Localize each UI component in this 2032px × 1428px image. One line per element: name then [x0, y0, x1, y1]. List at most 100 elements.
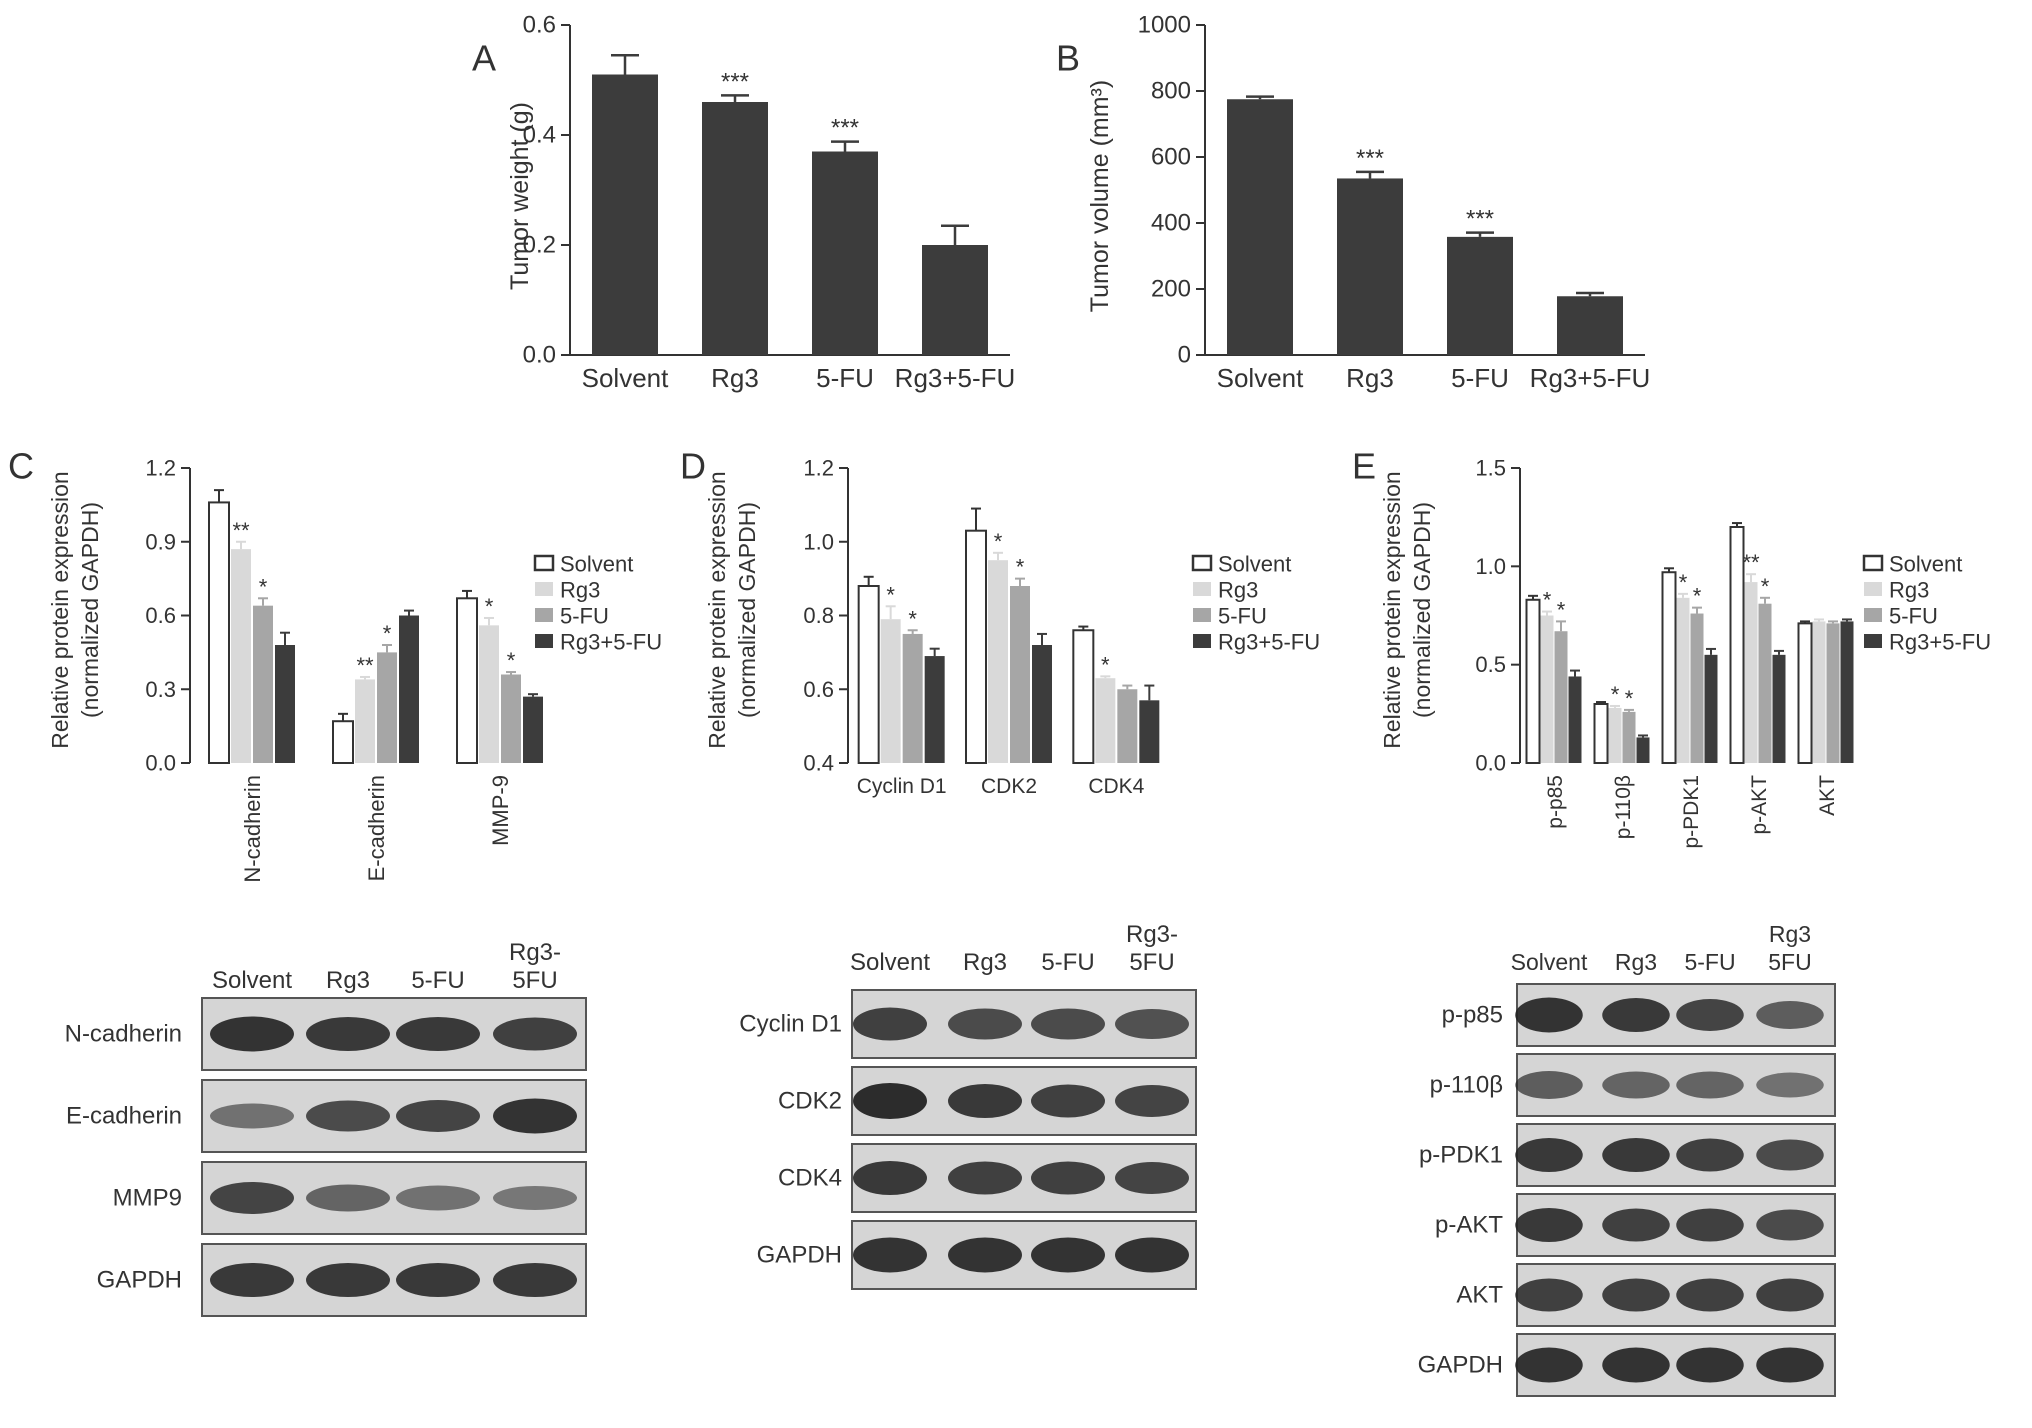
legend-label: 5-FU: [560, 604, 609, 629]
bar: [922, 245, 988, 355]
bar: [1557, 296, 1623, 355]
y-tick-label: 0: [1178, 342, 1191, 369]
bar: [965, 529, 987, 764]
bar: [592, 74, 658, 355]
legend-label: Solvent: [1889, 552, 1962, 577]
blot-band: [1515, 997, 1583, 1033]
bar: [902, 633, 923, 763]
bar: [1622, 711, 1636, 763]
bar: [1072, 629, 1095, 764]
x-tick-label: p-PDK1: [1680, 775, 1703, 849]
x-tick-label: Rg3+5-FU: [1530, 363, 1651, 393]
bar: [1447, 236, 1513, 355]
lane-label: 5-FU: [411, 967, 464, 994]
legend-swatch: [1862, 554, 1884, 572]
blot-panel-E: Solvent Rg3 5-FURg35FUp-p85p-110βp-PDK1p-A…: [1418, 921, 1836, 1397]
y-tick-label: 1.0: [1475, 554, 1506, 579]
bar: [275, 645, 295, 763]
bar: [1095, 678, 1116, 763]
legend-swatch: [1193, 582, 1211, 596]
significance-mark: *: [383, 621, 392, 646]
bar: [1568, 676, 1582, 763]
x-tick-label: MMP-9: [488, 775, 513, 846]
y-tick-label: 0.8: [803, 603, 834, 628]
y-axis-label: Tumor weight (g): [506, 102, 534, 290]
x-tick-label: N-cadherin: [240, 775, 265, 883]
lane-label: 5-FU: [1041, 949, 1094, 976]
legend-swatch: [535, 634, 553, 648]
y-axis-label: Relative protein expression (normalized G…: [47, 471, 103, 748]
y-tick-label: 0.0: [145, 751, 176, 776]
blot-band: [1031, 1084, 1105, 1118]
x-tick-label: Solvent: [582, 363, 669, 393]
blot-row-label: CDK4: [778, 1165, 842, 1192]
blot-band: [948, 1237, 1022, 1273]
lane-label: Rg3: [326, 967, 370, 994]
blot-band: [493, 1017, 577, 1051]
panel-letter-E: E: [1352, 445, 1376, 486]
blot-band: [493, 1186, 577, 1210]
blot-band: [1031, 1161, 1105, 1195]
x-tick-label: p-110β: [1612, 775, 1635, 839]
blot-band: [853, 1083, 927, 1119]
x-tick-label: 5-FU: [1451, 363, 1509, 393]
bar: [1117, 689, 1138, 763]
blot-band: [396, 1185, 480, 1211]
significance-mark: *: [1016, 555, 1025, 580]
blot-band: [306, 1184, 390, 1212]
lane-label: Solvent: [1511, 949, 1588, 975]
legend-label: 5-FU: [1218, 604, 1267, 629]
blot-band: [1031, 1008, 1105, 1040]
y-tick-label: 1.2: [145, 456, 176, 481]
significance-mark: **: [356, 653, 374, 678]
blot-band: [1602, 1138, 1670, 1172]
y-tick-label: 200: [1151, 276, 1191, 303]
y-tick-label: 1000: [1138, 12, 1191, 39]
blot-band: [948, 1161, 1022, 1195]
significance-mark: *: [994, 529, 1003, 554]
significance-mark: *: [259, 574, 268, 599]
significance-mark: *: [507, 648, 516, 673]
lane-label: Rg3-: [1126, 921, 1178, 948]
blot-band: [853, 1007, 927, 1041]
blot-row-label: Cyclin D1: [739, 1011, 842, 1038]
bar: [702, 102, 768, 355]
legend-label: Rg3: [560, 578, 600, 603]
chart-panel-A: A 0.0 0.2 0.4 0.6 Tumor weight (g) Solvent *** R…: [472, 12, 1015, 394]
blot-band: [1676, 1208, 1744, 1242]
legend-swatch: [1864, 582, 1882, 596]
y-tick-label: 0.6: [803, 677, 834, 702]
blot-panel-D: Solvent Rg3 5-FU Rg3-5FU Cyclin D1 CDK2 CDK4 GA…: [739, 921, 1197, 1290]
blot-row-label: p-AKT: [1435, 1212, 1503, 1239]
blot-band: [306, 1017, 390, 1051]
y-tick-label: 1.0: [803, 529, 834, 554]
blot-band: [853, 1237, 927, 1273]
x-tick-label: CDK4: [1088, 775, 1144, 798]
lane-label: Solvent: [212, 967, 292, 994]
bar: [1744, 582, 1758, 763]
x-tick-label: Rg3+5-FU: [895, 363, 1016, 393]
lane-label: 5-FU: [1684, 949, 1735, 975]
x-tick-label: 5-FU: [816, 363, 874, 393]
bar: [1010, 586, 1030, 763]
y-axis-label-line: Tumor volume (mm³): [1086, 80, 1114, 312]
blot-row-label: E-cadherin: [66, 1103, 182, 1130]
bar: [253, 605, 273, 763]
significance-mark: *: [1101, 652, 1110, 677]
blot-band: [1676, 1138, 1744, 1172]
significance-mark: **: [1742, 550, 1760, 575]
blot-band: [1756, 1278, 1824, 1312]
blot-band: [1515, 1138, 1583, 1172]
blot-band: [1515, 1347, 1583, 1383]
blot-band: [1676, 999, 1744, 1031]
bar: [332, 720, 354, 764]
blot-band: [493, 1098, 577, 1134]
bar: [1772, 654, 1786, 763]
lane-label: Rg3: [1769, 921, 1811, 947]
bar: [880, 619, 901, 763]
significance-mark: *: [908, 606, 917, 631]
legend-label: Solvent: [1218, 552, 1291, 577]
blot-band: [1515, 1208, 1583, 1242]
bar: [1636, 737, 1650, 763]
bar: [1337, 178, 1403, 355]
